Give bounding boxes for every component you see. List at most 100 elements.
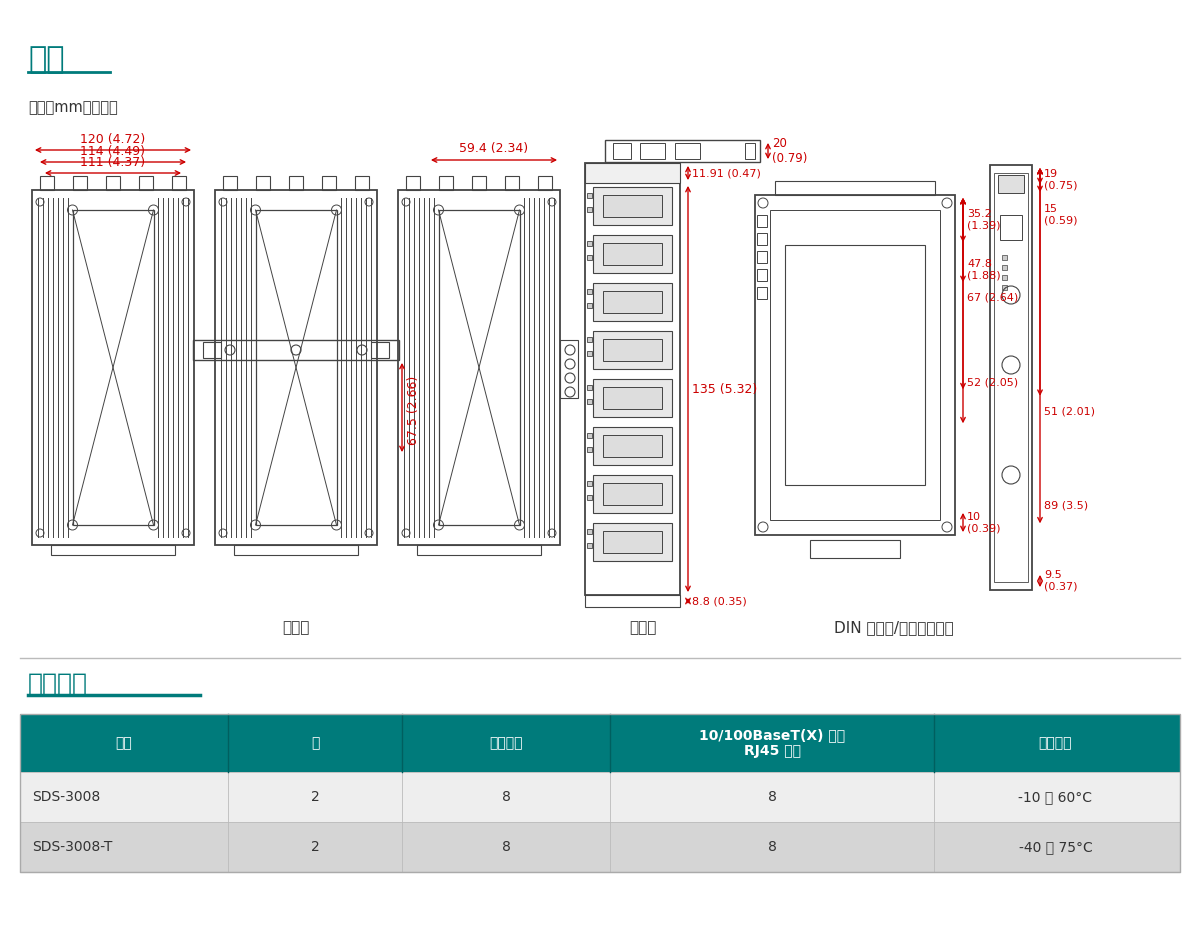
Text: 8: 8 bbox=[768, 790, 776, 804]
Bar bbox=[215, 190, 377, 545]
Bar bbox=[587, 303, 592, 308]
Bar bbox=[604, 531, 662, 553]
Bar bbox=[745, 143, 755, 159]
Bar bbox=[256, 210, 336, 525]
Text: 主视图: 主视图 bbox=[629, 620, 656, 635]
Bar bbox=[994, 173, 1028, 582]
Text: 111 (4.37): 111 (4.37) bbox=[80, 156, 145, 169]
Bar bbox=[505, 176, 520, 190]
Text: 9.5
(0.37): 9.5 (0.37) bbox=[1044, 570, 1078, 592]
Bar bbox=[755, 195, 955, 535]
Text: 114 (4.49): 114 (4.49) bbox=[80, 145, 145, 158]
Bar bbox=[990, 165, 1032, 590]
Text: 51 (2.01): 51 (2.01) bbox=[1044, 406, 1096, 417]
Text: 10
(0.39): 10 (0.39) bbox=[967, 512, 1001, 534]
Bar bbox=[587, 385, 592, 390]
Bar bbox=[640, 143, 665, 159]
Bar bbox=[418, 545, 540, 555]
Bar bbox=[587, 433, 592, 438]
Bar bbox=[604, 243, 662, 265]
Bar bbox=[1002, 285, 1007, 290]
Text: 侧视图: 侧视图 bbox=[282, 620, 310, 635]
Bar bbox=[770, 210, 940, 520]
Bar bbox=[587, 289, 592, 294]
Text: 120 (4.72): 120 (4.72) bbox=[80, 133, 145, 146]
Bar bbox=[757, 251, 767, 263]
Bar bbox=[193, 340, 398, 360]
Bar bbox=[587, 543, 592, 548]
Text: 尺寸: 尺寸 bbox=[28, 45, 65, 74]
Bar bbox=[586, 163, 680, 183]
Bar bbox=[785, 245, 925, 485]
Text: 52 (2.05): 52 (2.05) bbox=[967, 377, 1018, 387]
Text: -10 至 60°C: -10 至 60°C bbox=[1019, 790, 1092, 804]
Text: 47.8
(1.88): 47.8 (1.88) bbox=[967, 259, 1001, 281]
Bar bbox=[371, 342, 389, 358]
Bar bbox=[587, 207, 592, 212]
Text: SDS-3008: SDS-3008 bbox=[32, 790, 101, 804]
Bar bbox=[587, 351, 592, 356]
Bar bbox=[604, 483, 662, 505]
Text: 端口总数: 端口总数 bbox=[490, 736, 523, 750]
Text: 层: 层 bbox=[311, 736, 319, 750]
Bar bbox=[593, 187, 672, 225]
Text: 8.8 (0.35): 8.8 (0.35) bbox=[692, 596, 746, 606]
Bar bbox=[172, 176, 186, 190]
Text: 20
(0.79): 20 (0.79) bbox=[772, 137, 808, 165]
Bar bbox=[1002, 275, 1007, 280]
Text: 59.4 (2.34): 59.4 (2.34) bbox=[460, 142, 528, 155]
Bar bbox=[593, 235, 672, 273]
Bar bbox=[40, 176, 54, 190]
Text: 工作温度: 工作温度 bbox=[1039, 736, 1073, 750]
Bar bbox=[593, 523, 672, 561]
Text: 型号: 型号 bbox=[115, 736, 132, 750]
Bar bbox=[587, 447, 592, 452]
Bar bbox=[593, 283, 672, 321]
Bar bbox=[20, 714, 1180, 772]
Bar bbox=[593, 379, 672, 417]
Bar bbox=[406, 176, 420, 190]
Bar bbox=[52, 545, 174, 555]
Text: 10/100BaseT(X) 端口
RJ45 接头: 10/100BaseT(X) 端口 RJ45 接头 bbox=[698, 728, 845, 759]
Bar bbox=[604, 195, 662, 217]
Bar bbox=[560, 340, 578, 398]
Bar bbox=[593, 427, 672, 465]
Text: 8: 8 bbox=[768, 840, 776, 854]
Bar bbox=[674, 143, 700, 159]
Bar bbox=[587, 529, 592, 534]
Bar bbox=[587, 255, 592, 260]
Bar bbox=[1002, 255, 1007, 260]
Bar bbox=[587, 241, 592, 246]
Text: 8: 8 bbox=[502, 790, 510, 804]
Bar bbox=[587, 193, 592, 198]
Text: 订购信息: 订购信息 bbox=[28, 672, 88, 696]
Bar bbox=[322, 176, 336, 190]
Text: 35.2
(1.39): 35.2 (1.39) bbox=[967, 209, 1001, 231]
Bar bbox=[757, 215, 767, 227]
Bar bbox=[604, 387, 662, 409]
Bar bbox=[20, 772, 1180, 822]
Bar bbox=[438, 210, 520, 525]
Bar bbox=[586, 595, 680, 607]
Bar bbox=[398, 190, 560, 545]
Text: 135 (5.32): 135 (5.32) bbox=[692, 383, 757, 396]
Bar bbox=[605, 140, 760, 162]
Bar bbox=[20, 714, 1180, 872]
Bar bbox=[757, 269, 767, 281]
Text: 单位：mm（英寸）: 单位：mm（英寸） bbox=[28, 100, 118, 115]
Bar bbox=[20, 822, 1180, 872]
Bar bbox=[234, 545, 358, 555]
Bar bbox=[587, 399, 592, 404]
Text: DIN 导轨式/平板安装套件: DIN 导轨式/平板安装套件 bbox=[834, 620, 953, 635]
Bar bbox=[587, 337, 592, 342]
Text: 89 (3.5): 89 (3.5) bbox=[1044, 500, 1088, 510]
Bar bbox=[593, 475, 672, 513]
Bar bbox=[355, 176, 370, 190]
Bar bbox=[439, 176, 454, 190]
Bar bbox=[538, 176, 552, 190]
Bar bbox=[810, 540, 900, 558]
Bar bbox=[106, 176, 120, 190]
Bar bbox=[604, 435, 662, 457]
Text: SDS-3008-T: SDS-3008-T bbox=[32, 840, 113, 854]
Bar bbox=[139, 176, 154, 190]
